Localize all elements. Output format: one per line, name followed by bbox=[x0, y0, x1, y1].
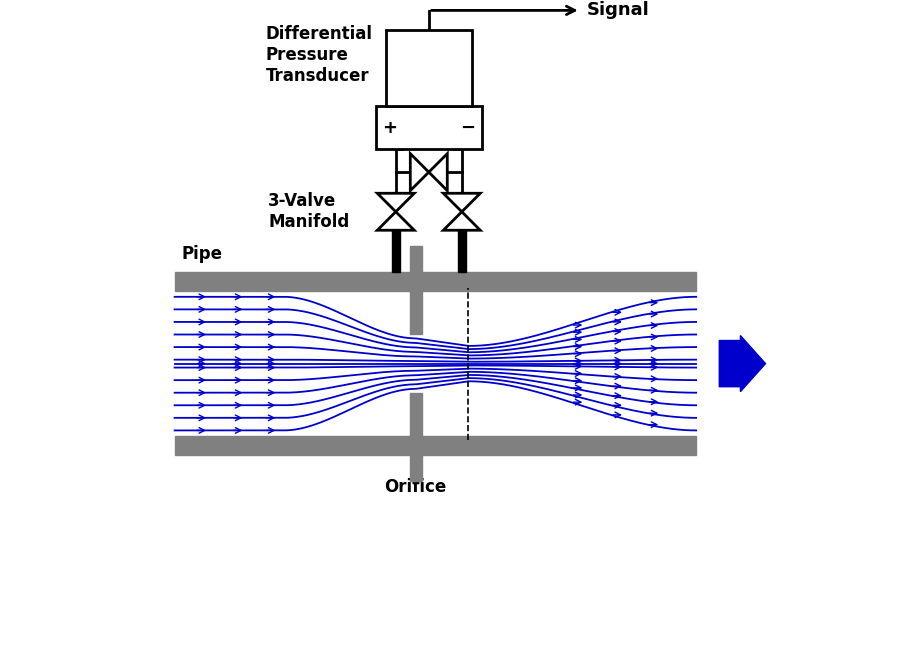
Bar bbox=[410, 393, 422, 436]
Bar bbox=[174, 273, 696, 291]
Text: Signal: Signal bbox=[587, 1, 650, 19]
Bar bbox=[376, 106, 481, 149]
Text: 3-Valve
Manifold: 3-Valve Manifold bbox=[269, 192, 349, 231]
Text: Pipe: Pipe bbox=[182, 245, 222, 263]
Bar bbox=[392, 230, 400, 273]
Polygon shape bbox=[429, 154, 447, 191]
Bar bbox=[386, 30, 471, 106]
Polygon shape bbox=[377, 194, 414, 212]
Polygon shape bbox=[443, 194, 481, 212]
Text: Differential
Pressure
Transducer: Differential Pressure Transducer bbox=[266, 25, 372, 85]
Bar bbox=[174, 436, 696, 455]
Text: Orifice: Orifice bbox=[384, 478, 447, 496]
Bar bbox=[410, 246, 422, 273]
Polygon shape bbox=[377, 212, 414, 230]
FancyArrow shape bbox=[719, 335, 766, 392]
Text: −: − bbox=[460, 118, 475, 136]
Polygon shape bbox=[410, 154, 429, 191]
Bar bbox=[458, 230, 466, 273]
Polygon shape bbox=[443, 212, 481, 230]
Bar bbox=[410, 291, 422, 334]
Bar bbox=[410, 455, 422, 481]
Text: +: + bbox=[382, 118, 398, 136]
